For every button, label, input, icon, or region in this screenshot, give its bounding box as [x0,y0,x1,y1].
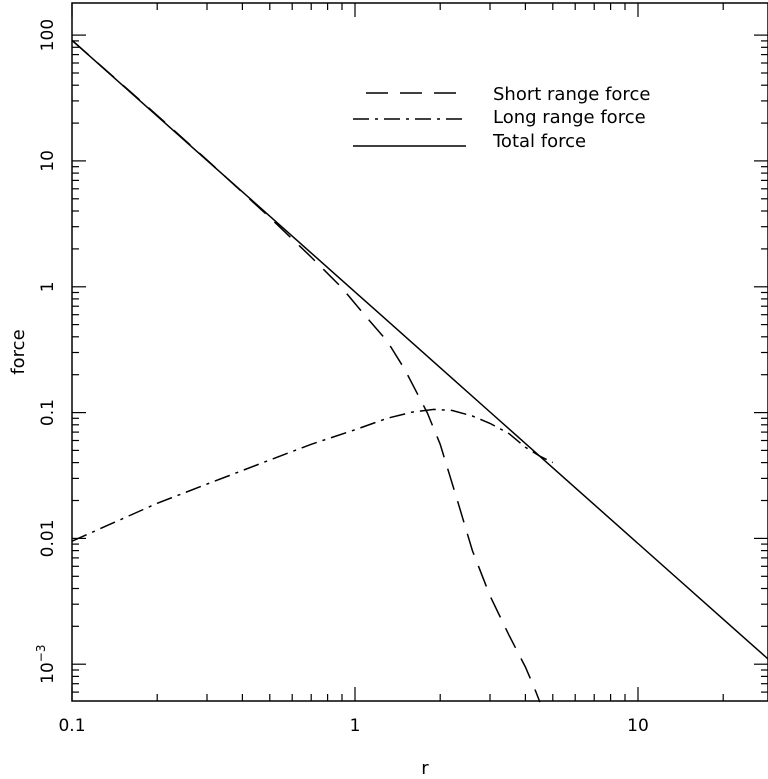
series-short-range-force [71,39,541,703]
y-tick-label: 0.01 [38,519,58,557]
legend: Short range force Long range force Total… [353,84,650,152]
series-total-force [71,39,768,660]
x-tick-label: 0.1 [58,716,85,736]
x-tick-label: 10 [627,716,649,736]
y-tick-label: 100 [38,19,58,51]
y-tick-label: 10−3 [34,645,58,684]
x-tick-label: 1 [350,716,361,736]
legend-label-total: Total force [492,131,586,152]
y-tick-label-text: 100 [38,19,58,51]
y-tick-label: 10 [38,150,58,172]
y-tick-label-text: 10 [38,150,58,172]
tick-labels: 0.1 1 10 10−3 0.01 0.1 1 10 100 [34,19,649,736]
y-tick-label-text: 0.01 [38,519,58,557]
y-tick-label: 0.1 [38,399,58,426]
y-tick-label-exponent: −3 [34,645,48,663]
y-tick-label-text: 1 [38,281,58,292]
x-axis-title: r [421,758,429,779]
plot-area [71,39,768,703]
legend-label-long: Long range force [493,107,646,128]
y-tick-label-text: 0.1 [38,399,58,426]
y-tick-label: 1 [38,281,58,292]
series-long-range-force [71,408,554,542]
y-axis-title: force [8,329,29,374]
ticks [71,3,768,701]
legend-label-short: Short range force [493,84,650,105]
plot-frame [71,2,768,702]
y-tick-label-text: 10−3 [34,645,58,684]
